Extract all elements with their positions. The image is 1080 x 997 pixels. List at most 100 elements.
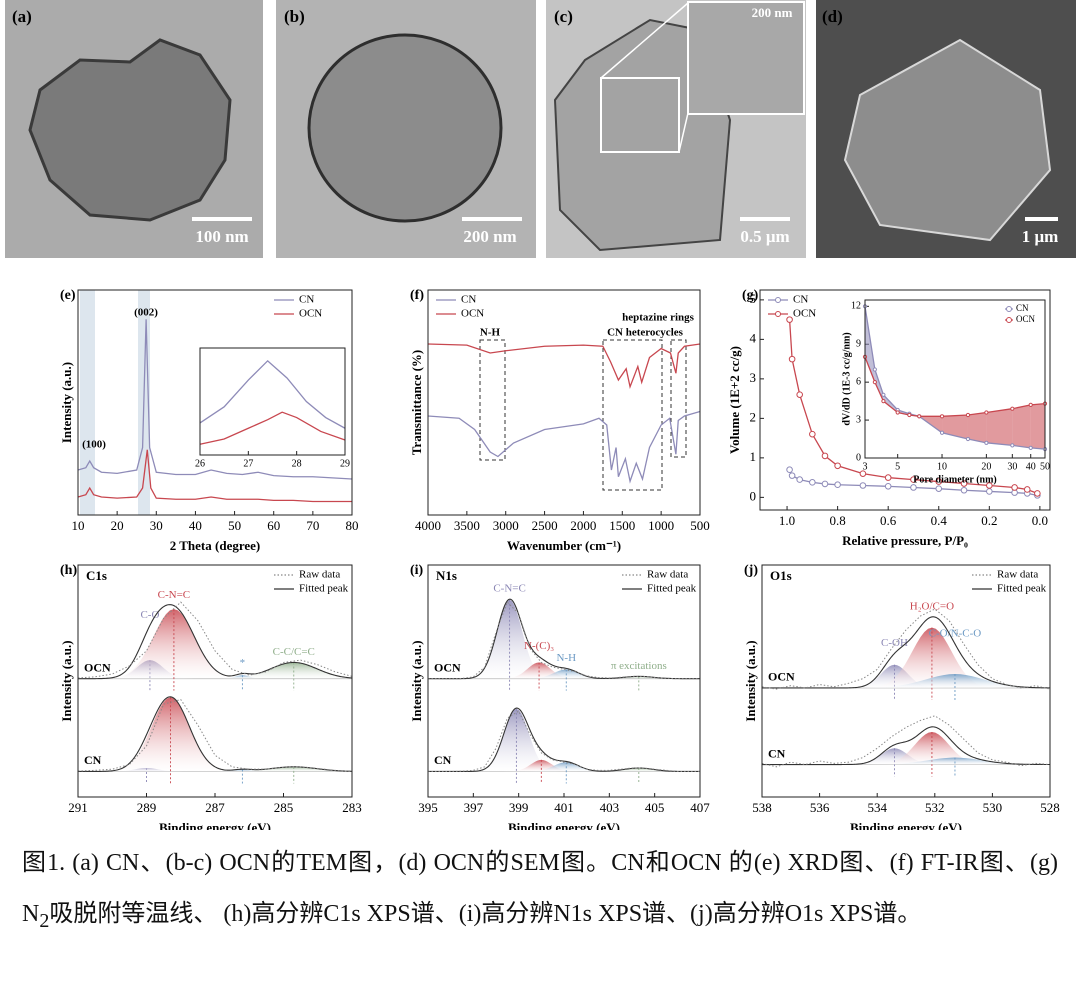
x-tick-label: 28 xyxy=(292,458,302,469)
figure-caption: 图1. (a) CN、(b-c) OCN的TEM图，(d) OCN的SEM图。C… xyxy=(22,838,1058,947)
x-tick-label: 283 xyxy=(342,800,362,815)
y-axis-title: dV/dD (1E-3 cc/g/nm) xyxy=(841,332,852,425)
x-tick-label: 30 xyxy=(150,518,163,533)
data-point xyxy=(821,480,829,488)
x-tick-label: 397 xyxy=(464,800,484,815)
x-tick-label: 536 xyxy=(810,800,830,815)
inset-image xyxy=(687,1,805,115)
series-line xyxy=(199,359,346,429)
data-point xyxy=(939,430,945,435)
legend-label: OCN xyxy=(461,308,484,320)
data-point xyxy=(859,470,867,477)
panel-label: (i) xyxy=(410,563,424,578)
plot-frame xyxy=(77,289,353,516)
x-tick-label: 3000 xyxy=(493,518,519,533)
legend-label: Raw data xyxy=(647,569,688,581)
legend-marker xyxy=(775,311,781,317)
x-tick-label: 50 xyxy=(228,518,241,533)
series-line xyxy=(199,411,346,445)
x-tick-label: 5 xyxy=(895,461,900,472)
fitted-peak xyxy=(77,696,353,773)
legend-marker xyxy=(1006,317,1012,323)
component-peak xyxy=(782,674,1080,688)
spectrum-label: OCN xyxy=(84,660,111,674)
x-tick-label: 10 xyxy=(937,461,947,472)
x-tick-label: 289 xyxy=(137,800,157,815)
x-axis-title: Wavenumber (cm⁻¹) xyxy=(507,538,621,553)
caption-subscript: 2 xyxy=(39,909,50,932)
plot-frame xyxy=(759,289,1051,511)
data-point xyxy=(965,412,971,418)
x-tick-label: 0.8 xyxy=(829,513,845,528)
data-point xyxy=(939,414,945,419)
y-tick-label: 5 xyxy=(750,291,757,306)
data-point xyxy=(834,462,841,470)
data-point xyxy=(1010,406,1015,411)
zoom-box xyxy=(600,77,680,153)
data-point xyxy=(796,476,803,483)
region-box xyxy=(602,339,663,491)
legend-label: Raw data xyxy=(299,569,340,581)
x-tick-label: 30 xyxy=(1007,461,1017,472)
plot-background xyxy=(428,565,700,797)
x-tick-label: 50 xyxy=(1040,461,1050,472)
x-tick-label: 26 xyxy=(195,458,205,469)
legend-marker xyxy=(1006,306,1012,312)
data-point xyxy=(1028,402,1033,408)
plot-frame xyxy=(77,564,353,798)
legend-label: OCN xyxy=(793,308,816,320)
component-peak xyxy=(816,627,1048,688)
legend-label: OCN xyxy=(1016,314,1036,324)
series-line xyxy=(427,343,701,390)
spectrum-label: OCN xyxy=(434,660,461,674)
data-point xyxy=(809,479,816,486)
data-point xyxy=(788,472,796,479)
annotation: (002) xyxy=(134,307,158,319)
x-tick-label: 1500 xyxy=(609,518,635,533)
data-point xyxy=(986,488,993,495)
scale-bar-label: 0.5 μm xyxy=(740,227,789,246)
y-tick-label: 9 xyxy=(856,339,861,350)
x-axis-title: Relative pressure, P/P₀ xyxy=(842,533,968,548)
data-point xyxy=(965,436,971,442)
x-tick-label: 285 xyxy=(274,800,294,815)
peak-label: C-O/N-C-O xyxy=(929,627,982,639)
x-tick-label: 29 xyxy=(340,458,350,469)
data-point xyxy=(935,485,943,492)
panel-label: (h) xyxy=(60,563,77,578)
panel-label: (c) xyxy=(554,7,573,26)
data-point xyxy=(895,410,900,415)
y-axis-title: Intensity (a.u.) xyxy=(59,640,74,721)
series-line xyxy=(77,449,352,503)
x-tick-label: 500 xyxy=(690,518,710,533)
x-tick-label: 1.0 xyxy=(779,513,795,528)
legend-label: Fitted peak xyxy=(647,583,697,595)
series-line xyxy=(864,356,1046,417)
x-tick-label: 3500 xyxy=(454,518,480,533)
component-peak xyxy=(442,708,591,772)
legend-label: CN xyxy=(793,294,808,306)
zoom-line xyxy=(600,2,689,79)
x-tick-label: 70 xyxy=(306,518,319,533)
x-tick-label: 40 xyxy=(1026,461,1036,472)
peak-label: C-C/C=C xyxy=(273,646,315,658)
scale-bar-label: 1 μm xyxy=(1022,227,1059,246)
micrograph-a: (a) 100 nm xyxy=(5,0,263,258)
panel-label: (f) xyxy=(410,288,424,303)
y-tick-label: 0 xyxy=(856,452,861,463)
peak-label: C-O xyxy=(140,609,159,621)
annotation: (100) xyxy=(82,439,106,451)
data-point xyxy=(984,440,989,445)
micrograph-b: (b) 200 nm xyxy=(276,0,536,258)
flake xyxy=(28,38,232,222)
component-peak xyxy=(54,609,294,679)
spectrum-label: CN xyxy=(84,753,102,767)
fitted-peak xyxy=(762,726,1051,766)
x-axis-title: Binding energy (eV) xyxy=(850,820,962,830)
x-tick-label: 538 xyxy=(752,800,772,815)
x-tick-label: 0.2 xyxy=(981,513,997,528)
series-line xyxy=(77,319,353,480)
data-point xyxy=(910,484,917,491)
data-point xyxy=(1028,445,1033,450)
x-tick-label: 20 xyxy=(981,461,991,472)
